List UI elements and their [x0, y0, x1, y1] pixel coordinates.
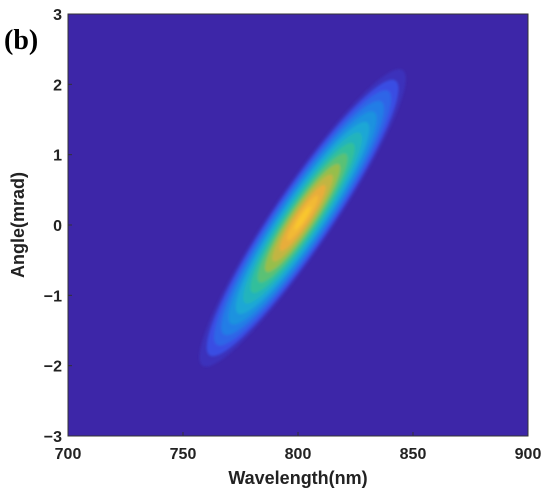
heatmap-intensity [199, 69, 406, 367]
x-tick-label: 750 [170, 446, 197, 463]
y-tick-label: 1 [53, 148, 62, 165]
x-tick-label: 700 [55, 446, 82, 463]
y-tick-label: −2 [44, 359, 62, 376]
y-tick-label: −3 [44, 429, 62, 446]
x-tick-label: 900 [515, 446, 542, 463]
plot-area [67, 13, 529, 437]
y-tick-label: −1 [44, 288, 62, 305]
y-tick-label: 3 [53, 7, 62, 24]
x-axis-ticks: 700 750 800 850 900 [55, 432, 542, 463]
panel-label: (b) [4, 25, 38, 56]
y-axis-ticks: 3 2 1 0 −1 −2 −3 [44, 7, 72, 446]
y-tick-label: 0 [53, 218, 62, 235]
y-axis-label: Angle(mrad) [8, 172, 28, 278]
x-axis-label: Wavelength(nm) [228, 468, 367, 488]
y-tick-label: 2 [53, 77, 62, 94]
x-tick-label: 800 [285, 446, 312, 463]
x-tick-label: 850 [400, 446, 427, 463]
intensity-contour [294, 206, 311, 230]
